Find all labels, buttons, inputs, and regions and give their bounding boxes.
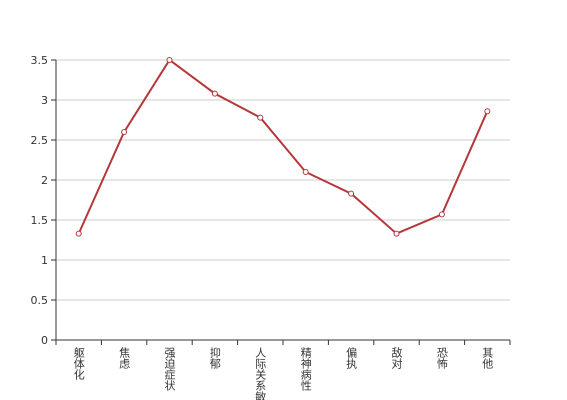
x-tick-label: 其他 — [481, 347, 494, 369]
point — [393, 230, 400, 237]
y-tick-label: 3.5 — [31, 54, 49, 67]
x-tick-label: 恐怖 — [435, 347, 448, 369]
point — [348, 190, 355, 197]
point — [121, 129, 128, 135]
point — [438, 211, 445, 218]
y-tick-label: 2.5 — [31, 134, 49, 147]
point — [75, 230, 82, 237]
x-tick-label: 躯体化 — [72, 347, 85, 381]
x-tick-label: 人际关系敏感 — [254, 347, 267, 400]
y-tick-label: 0.5 — [31, 294, 49, 307]
x-tick-label: 精神病性 — [299, 347, 312, 392]
x-tick-label: 敌对 — [390, 346, 403, 369]
y-tick-label: 1 — [41, 254, 48, 267]
y-tick-label: 1.5 — [31, 214, 49, 227]
y-tick-label: 3 — [41, 94, 48, 107]
y-tick-label: 0 — [41, 334, 48, 347]
point — [302, 169, 309, 175]
x-tick-label: 抑郁 — [208, 346, 221, 369]
x-tick-label: 焦虑 — [118, 347, 131, 369]
line — [77, 58, 489, 235]
point — [166, 57, 173, 63]
point — [257, 114, 264, 121]
y-tick-label: 2 — [41, 174, 48, 187]
point — [211, 90, 218, 97]
x-tick-label: 偏执 — [345, 346, 358, 370]
x-tick-label: 强迫症状 — [163, 347, 176, 391]
point — [484, 108, 491, 115]
